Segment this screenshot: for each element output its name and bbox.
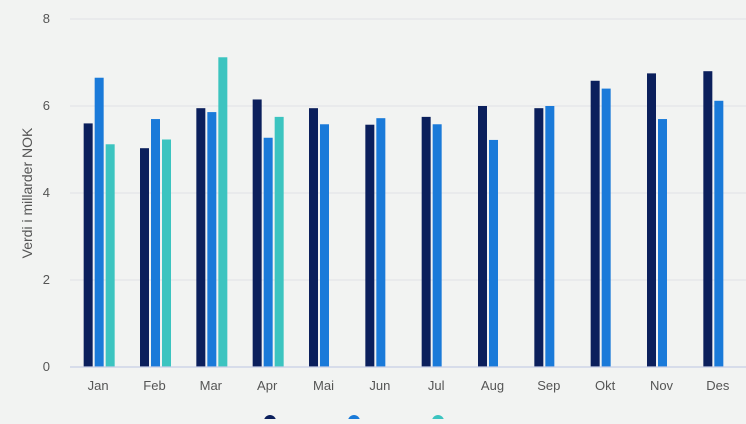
bar-apr-series-2[interactable] xyxy=(263,137,273,367)
x-tick-label: Mar xyxy=(200,378,223,393)
bar-jul-series-1[interactable] xyxy=(421,116,431,367)
grid-lines xyxy=(70,18,746,281)
y-axis-title: Verdi i millarder NOK xyxy=(19,127,35,258)
x-tick-label: Jan xyxy=(88,378,109,393)
y-tick-label: 8 xyxy=(43,11,50,26)
axes: 0 2 4 6 8 Jan Feb Mar Apr Mai Jun Jul Aug Sep Okt Nov De… xyxy=(43,11,746,393)
y-tick-label: 4 xyxy=(43,185,50,200)
bar-mai-series-1[interactable] xyxy=(309,108,318,368)
bar-apr-series-1[interactable] xyxy=(252,99,262,367)
bar-mar-series-2[interactable] xyxy=(207,112,217,367)
bar-feb-series-3[interactable] xyxy=(162,139,171,367)
x-tick-label: Aug xyxy=(481,378,504,393)
bar-nov-series-2[interactable] xyxy=(658,119,667,367)
bar-nov-series-1[interactable] xyxy=(647,73,656,367)
y-tick-label: 2 xyxy=(43,272,50,287)
legend-marker-series-2[interactable] xyxy=(348,415,360,424)
bar-apr-series-3[interactable] xyxy=(274,116,284,367)
bar-okt-series-1[interactable] xyxy=(590,80,600,368)
x-tick-label: Nov xyxy=(650,378,674,393)
y-tick-label: 6 xyxy=(43,98,50,113)
bar-feb-series-1[interactable] xyxy=(140,148,149,367)
bar-sep-series-2[interactable] xyxy=(545,106,555,367)
bar-feb-series-2[interactable] xyxy=(151,119,160,367)
x-tick-label: Apr xyxy=(257,378,278,393)
x-tick-label: Jul xyxy=(428,378,445,393)
x-tick-label: Okt xyxy=(595,378,616,393)
bar-mar-series-3[interactable] xyxy=(218,57,228,367)
legend[interactable] xyxy=(264,415,444,424)
x-tick-label: Mai xyxy=(313,378,334,393)
bar-mai-series-2[interactable] xyxy=(320,124,329,368)
bar-aug-series-1[interactable] xyxy=(478,106,487,367)
bar-jan-series-1[interactable] xyxy=(83,123,93,368)
x-tick-label: Feb xyxy=(143,378,165,393)
bar-jan-series-3[interactable] xyxy=(105,144,115,367)
legend-marker-series-3[interactable] xyxy=(432,415,444,424)
bar-okt-series-2[interactable] xyxy=(601,88,611,367)
bar-sep-series-1[interactable] xyxy=(534,108,544,368)
bar-mar-series-1[interactable] xyxy=(196,108,206,368)
x-tick-label: Des xyxy=(706,378,730,393)
bar-des-series-2[interactable] xyxy=(714,100,724,367)
bar-des-series-1[interactable] xyxy=(703,71,713,367)
bar-jul-series-2[interactable] xyxy=(432,124,442,368)
bar-aug-series-2[interactable] xyxy=(489,139,498,367)
bar-jun-series-2[interactable] xyxy=(376,118,386,368)
legend-marker-series-1[interactable] xyxy=(264,415,276,424)
x-tick-label: Sep xyxy=(537,378,560,393)
x-tick-label: Jun xyxy=(369,378,390,393)
bars xyxy=(83,57,724,368)
bar-jan-series-2[interactable] xyxy=(94,77,104,367)
y-tick-label: 0 xyxy=(43,359,50,374)
bar-jun-series-1[interactable] xyxy=(365,124,375,367)
